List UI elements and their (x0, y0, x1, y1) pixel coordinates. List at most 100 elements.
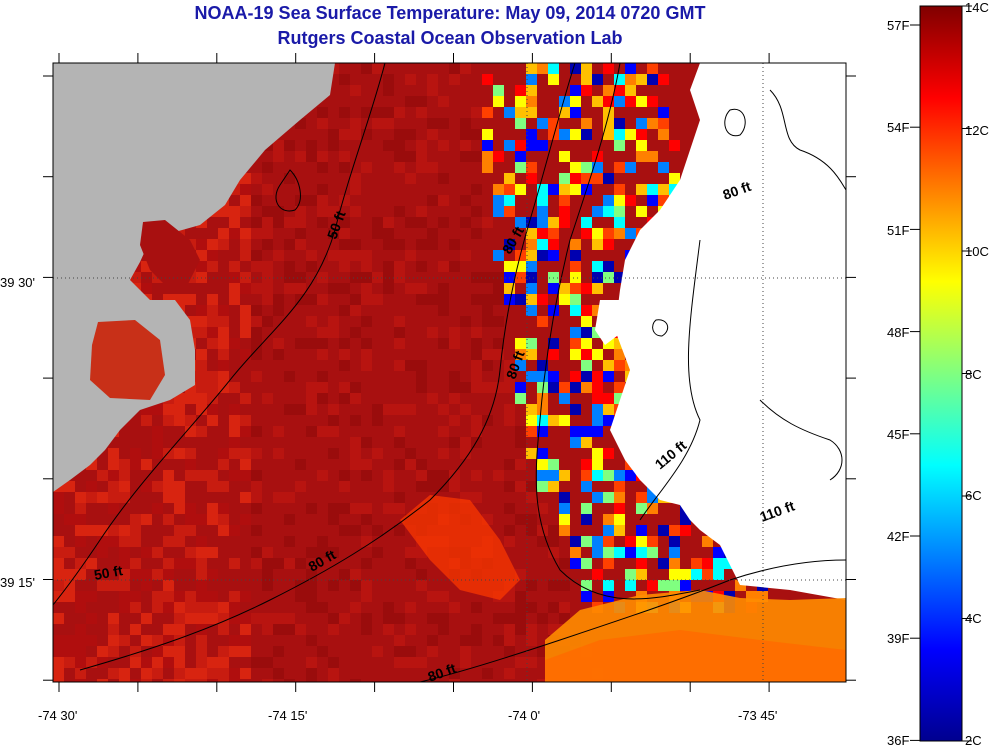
sst-pixel (603, 525, 614, 536)
sst-pixel (185, 448, 196, 459)
sst-pixel (581, 360, 592, 371)
sst-pixel (548, 74, 559, 85)
sst-pixel (504, 426, 515, 437)
sst-pixel (350, 140, 361, 151)
sst-pixel (592, 382, 603, 393)
sst-pixel (317, 118, 328, 129)
sst-pixel (306, 679, 317, 682)
sst-pixel (559, 184, 570, 195)
sst-pixel (427, 162, 438, 173)
sst-pixel (295, 151, 306, 162)
colorbar-ticks (910, 5, 972, 742)
contour-label: 50 ft (93, 562, 124, 583)
sst-pixel (328, 129, 339, 140)
sst-pixel (174, 492, 185, 503)
sst-pixel (361, 250, 372, 261)
sst-pixel (515, 569, 526, 580)
sst-pixel (504, 492, 515, 503)
sst-pixel (614, 184, 625, 195)
sst-pixel (592, 162, 603, 173)
sst-pixel (449, 261, 460, 272)
sst-pixel (471, 646, 482, 657)
sst-pixel (471, 349, 482, 360)
sst-pixel (119, 536, 130, 547)
sst-pixel (581, 437, 592, 448)
sst-pixel (515, 382, 526, 393)
sst-pixel (647, 503, 658, 514)
sst-pixel (119, 470, 130, 481)
sst-pixel (537, 184, 548, 195)
sst-pixel (636, 96, 647, 107)
sst-pixel (504, 184, 515, 195)
sst-pixel (394, 635, 405, 646)
sst-pixel (647, 118, 658, 129)
sst-pixel (460, 635, 471, 646)
sst-pixel (658, 580, 669, 591)
sst-pixel (504, 591, 515, 602)
sst-pixel (471, 206, 482, 217)
sst-pixel (570, 305, 581, 316)
sst-pixel (603, 206, 614, 217)
sst-pixel (405, 624, 416, 635)
sst-pixel (438, 316, 449, 327)
sst-pixel (581, 481, 592, 492)
sst-pixel (680, 569, 691, 580)
sst-pixel (361, 437, 372, 448)
sst-pixel (383, 327, 394, 338)
sst-pixel (196, 250, 207, 261)
sst-pixel (350, 415, 361, 426)
sst-pixel (361, 569, 372, 580)
sst-pixel (658, 184, 669, 195)
longitude-tick-label: -74 30' (38, 708, 77, 723)
sst-pixel (317, 195, 328, 206)
sst-pixel (130, 448, 141, 459)
sst-pixel (185, 679, 196, 682)
sst-pixel (207, 316, 218, 327)
sst-pixel (526, 613, 537, 624)
sst-pixel (284, 580, 295, 591)
sst-pixel (218, 327, 229, 338)
sst-pixel (636, 129, 647, 140)
sst-pixel (196, 371, 207, 382)
plot-frame (52, 62, 847, 683)
sst-pixel (262, 294, 273, 305)
sst-pixel (262, 569, 273, 580)
sst-pixel (625, 63, 636, 74)
sst-pixel (86, 492, 97, 503)
sst-pixel (306, 140, 317, 151)
sst-pixel (284, 239, 295, 250)
sst-pixel (669, 525, 680, 536)
sst-pixel (592, 349, 603, 360)
sst-pixel (515, 96, 526, 107)
sst-pixel (603, 96, 614, 107)
sst-pixel (526, 261, 537, 272)
sst-pixel (339, 162, 350, 173)
sst-pixel (592, 547, 603, 558)
sst-pixel (515, 162, 526, 173)
sst-pixel (372, 503, 383, 514)
sst-pixel (295, 525, 306, 536)
sst-pixel (229, 646, 240, 657)
colorbar-c-label: 2C (965, 733, 982, 748)
sst-pixel (383, 404, 394, 415)
sst-pixel (493, 250, 504, 261)
sst-pixel (240, 492, 251, 503)
sst-pixel (361, 558, 372, 569)
sst-pixel (394, 360, 405, 371)
sst-pixel (163, 294, 174, 305)
sst-pixel (537, 646, 548, 657)
sst-pixel (592, 173, 603, 184)
sst-pixel (581, 74, 592, 85)
sst-pixel (130, 536, 141, 547)
sst-pixel (559, 613, 570, 624)
sst-pixel (438, 470, 449, 481)
sst-pixel (152, 404, 163, 415)
colorbar-c-label: 8C (965, 367, 982, 382)
sst-pixel (196, 558, 207, 569)
sst-pixel (295, 635, 306, 646)
sst-pixel (592, 283, 603, 294)
sst-pixel (284, 569, 295, 580)
sst-pixel (394, 206, 405, 217)
sst-pixel (185, 613, 196, 624)
